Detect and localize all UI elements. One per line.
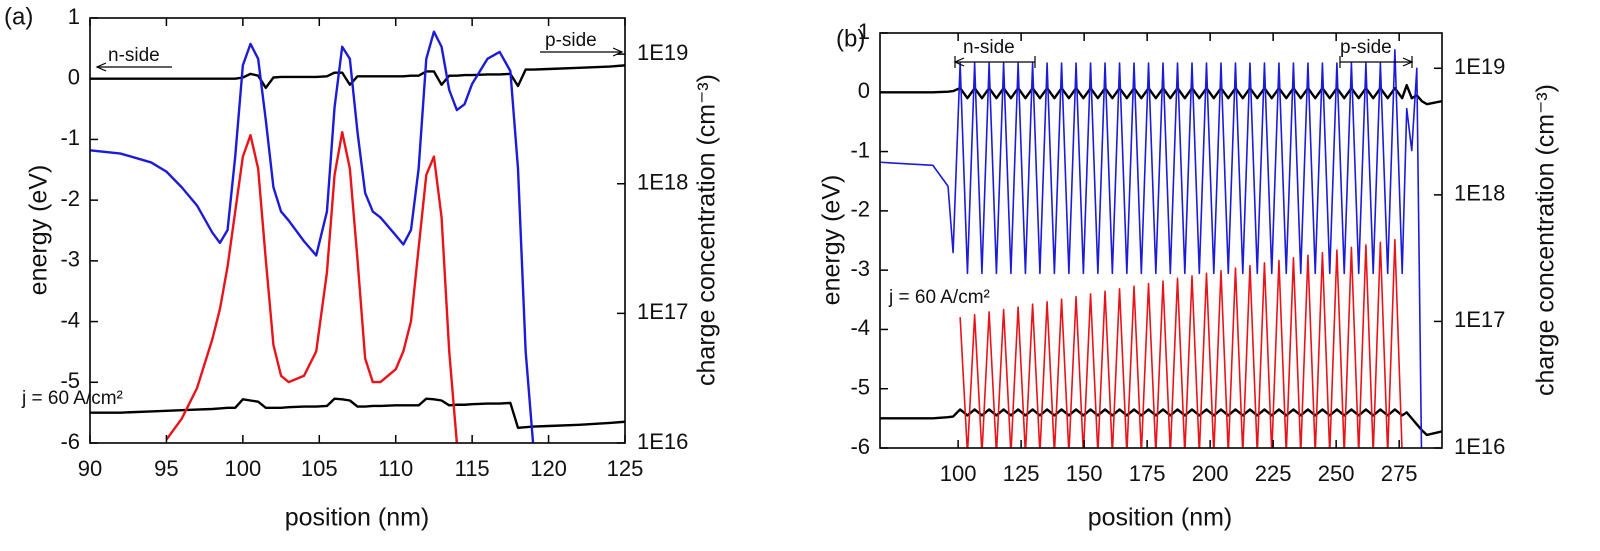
x-tick-label: 100 [940, 461, 977, 486]
data-line [90, 30, 535, 443]
panel-label: (b) [836, 25, 865, 52]
x-tick-label: 90 [78, 456, 102, 481]
series-group [90, 30, 625, 443]
y2-tick-label: 1E17 [1454, 307, 1505, 332]
x-tick-label: 275 [1381, 461, 1418, 486]
y-tick-label: -4 [850, 315, 870, 340]
x-tick-label: 125 [607, 456, 644, 481]
y-tick-label: -1 [60, 125, 80, 150]
y-tick-label: -6 [60, 429, 80, 454]
x-tick-label: 250 [1318, 461, 1355, 486]
annotation: n-side [963, 37, 1015, 58]
y-tick-label: -1 [850, 137, 870, 162]
y2-tick-label: 1E19 [1454, 54, 1505, 79]
annotation: j = 60 A/cm² [21, 388, 123, 409]
y2-tick-label: 1E16 [637, 429, 688, 454]
x-tick-label: 175 [1129, 461, 1166, 486]
x-tick-label: 150 [1066, 461, 1103, 486]
y-axis-label: energy (eV) [25, 165, 53, 296]
y2-tick-label: 1E19 [637, 40, 688, 65]
x-tick-label: 225 [1255, 461, 1292, 486]
plot-frame [89, 17, 626, 444]
y-tick-label: -3 [60, 247, 80, 272]
y2-axis-label: charge concentration (cm⁻³) [1532, 84, 1560, 396]
y-tick-label: -4 [60, 307, 80, 332]
data-line [90, 397, 625, 430]
y-tick-label: 0 [858, 78, 870, 103]
plot-frame [879, 32, 1443, 449]
y-tick-label: -2 [60, 186, 80, 211]
data-line [959, 238, 1403, 448]
x-axis-label: position (nm) [1088, 504, 1233, 532]
annotation: j = 60 A/cm² [888, 287, 990, 308]
x-tick-label: 100 [224, 456, 261, 481]
y2-tick-label: 1E18 [637, 170, 688, 195]
data-line [90, 64, 625, 90]
y-tick-label: 1 [858, 19, 870, 44]
x-tick-label: 115 [455, 456, 490, 481]
x-tick-label: 105 [301, 456, 338, 481]
panel: 90 95 100 105 110 115 120 125 -6 -5 -4 -3 -2 -1 0 1 1E16… [4, 3, 721, 531]
arrow-head [95, 62, 107, 72]
y-tick-label: -5 [60, 368, 80, 393]
y-tick-label: -6 [850, 434, 870, 459]
panel-label: (a) [4, 3, 33, 30]
y2-tick-label: 1E17 [637, 299, 688, 324]
x-tick-label: 95 [154, 456, 178, 481]
y2-tick-label: 1E18 [1454, 181, 1505, 206]
x-tick-label: 200 [1192, 461, 1229, 486]
y-tick-label: -5 [850, 375, 870, 400]
y-tick-label: 0 [68, 65, 80, 90]
x-tick-label: 110 [378, 456, 413, 481]
annotation: p-side [1340, 37, 1392, 58]
annotation: p-side [545, 30, 597, 51]
y-axis-label: energy (eV) [818, 175, 846, 306]
annotation: n-side [108, 45, 160, 66]
data-line [880, 48, 1423, 448]
data-line [166, 132, 625, 443]
y-tick-label: 1 [68, 4, 80, 29]
y2-axis-label: charge concentration (cm⁻³) [693, 74, 721, 386]
panel: 100 125 150 175 200 225 250 275 -6 -5 -4 -3 -2 -1 0 1 1E… [818, 19, 1560, 532]
y-tick-label: -3 [850, 256, 870, 281]
y2-tick-label: 1E16 [1454, 434, 1505, 459]
y-tick-label: -2 [850, 197, 870, 222]
x-axis-label: position (nm) [285, 504, 430, 532]
series-group [880, 48, 1442, 448]
x-tick-label: 125 [1003, 461, 1040, 486]
arrow-head [612, 47, 624, 57]
x-tick-label: 120 [530, 456, 567, 481]
